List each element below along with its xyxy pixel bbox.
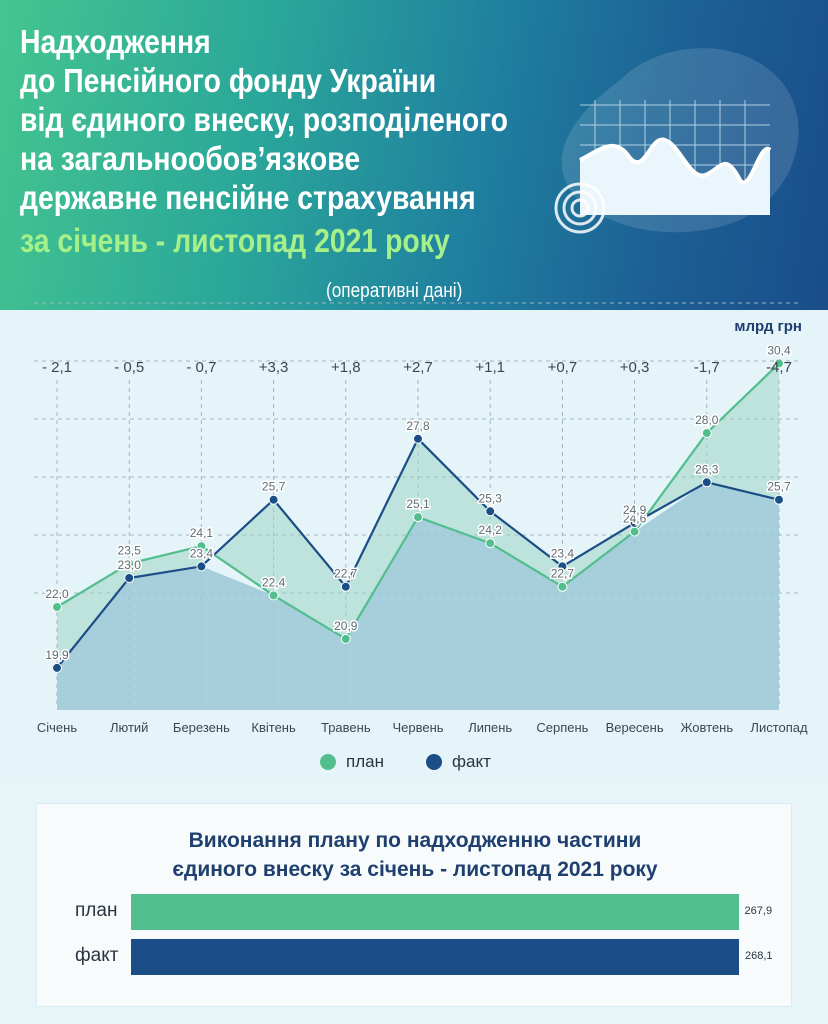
point-plan: [629, 526, 640, 537]
data-label-fact: 19,9: [45, 648, 69, 662]
data-label-plan: 28,0: [695, 413, 719, 427]
point-fact: [196, 561, 207, 572]
point-fact: [774, 494, 784, 505]
data-label-fact: 23,4: [190, 546, 214, 560]
execution-bar-label: план: [75, 900, 118, 921]
data-label-fact: 25,3: [479, 491, 503, 505]
legend-plan-label: план: [346, 752, 384, 771]
x-tick-label: Березень: [173, 720, 230, 735]
x-tick-label: Липень: [468, 720, 512, 735]
point-fact: [413, 433, 423, 444]
legend-plan-marker-icon: [320, 754, 336, 770]
execution-bar-fact: [131, 939, 739, 975]
difference-label: +1,8: [331, 359, 361, 376]
point-fact: [485, 506, 496, 517]
x-tick-label: Жовтень: [680, 720, 733, 735]
data-label-plan: 22,7: [551, 567, 575, 581]
data-label-plan: 24,2: [479, 523, 503, 537]
point-plan: [701, 428, 712, 438]
data-label-plan: 20,9: [334, 619, 358, 633]
point-plan: [52, 602, 62, 612]
data-label-plan: 23,5: [118, 544, 142, 558]
x-tick-label: Серпень: [536, 720, 588, 735]
legend-fact-label: факт: [452, 752, 491, 771]
difference-label: +2,7: [403, 359, 433, 376]
execution-bar-label: факт: [75, 945, 119, 966]
data-label-fact: 23,4: [551, 546, 575, 560]
line-chart: 22,0 23,5 24,1 22,4 20,9 25,1 24,2 22,7 24,6 28,0…: [34, 302, 808, 735]
point-fact: [268, 494, 279, 505]
operative-data-note: (оперативні дані): [326, 280, 463, 302]
data-label-plan: 24,1: [190, 526, 214, 540]
execution-bar-value: 268,1: [745, 950, 773, 962]
execution-bar-value: 267,9: [744, 905, 773, 917]
difference-label: +1,1: [475, 359, 505, 376]
data-label-fact: 25,7: [262, 480, 286, 494]
point-plan: [340, 633, 351, 644]
execution-title-line: єдиного внеску за січень - листопад 2021…: [172, 858, 658, 881]
data-label-fact: 22,7: [334, 567, 358, 581]
point-plan: [774, 358, 784, 369]
point-fact: [557, 561, 568, 572]
data-label-plan: 24,6: [623, 512, 647, 526]
data-label-fact: 24,9: [623, 503, 647, 517]
legend-item-fact: факт: [426, 752, 491, 772]
point-plan: [557, 581, 568, 592]
difference-label: +0,3: [620, 359, 650, 376]
point-fact: [629, 517, 640, 528]
execution-title-line: Виконання плану по надходженню частини: [188, 829, 642, 852]
page-title: Надходження до Пенсійного фонду України …: [20, 22, 509, 217]
data-label-plan: 22,4: [262, 575, 286, 589]
point-fact: [52, 662, 62, 673]
base-area: [57, 482, 779, 710]
data-label-plan: 25,1: [406, 497, 430, 511]
legend-item-plan: план: [320, 752, 384, 772]
x-tick-label: Листопад: [750, 720, 808, 735]
x-tick-label: Вересень: [606, 720, 664, 735]
title-line: до Пенсійного фонду України: [20, 62, 437, 99]
x-tick-label: Червень: [392, 720, 443, 735]
x-tick-label: Квітень: [251, 720, 296, 735]
execution-bar-plan: [131, 894, 739, 930]
x-tick-label: Лютий: [110, 720, 148, 735]
chart-legend: план факт: [0, 748, 828, 778]
execution-row-fact: факт 268,1: [37, 939, 793, 977]
point-plan: [485, 538, 496, 549]
point-plan: [268, 590, 279, 601]
plan-execution-panel: Виконання плану по надходженню частини є…: [36, 803, 792, 1007]
data-label-plan: 22,0: [45, 587, 69, 601]
execution-title: Виконання плану по надходженню частини є…: [37, 826, 793, 884]
period-subtitle: за січень - листопад 2021 року: [20, 222, 450, 259]
point-plan: [413, 512, 423, 523]
difference-label: -4,7: [766, 359, 792, 376]
difference-label: - 2,1: [42, 359, 72, 376]
header-banner: Надходження до Пенсійного фонду України …: [0, 0, 828, 310]
x-tick-label: Травень: [321, 720, 371, 735]
point-fact: [124, 573, 135, 583]
difference-label: +3,3: [259, 359, 289, 376]
data-label-fact: 27,8: [406, 419, 430, 433]
unit-label: млрд грн: [734, 318, 802, 335]
point-fact: [340, 581, 351, 592]
title-line: Надходження: [20, 23, 211, 60]
data-label-fact: 25,7: [767, 480, 791, 494]
data-label-plan: 30,4: [767, 343, 791, 357]
point-plan: [124, 558, 135, 569]
legend-fact-marker-icon: [426, 754, 442, 770]
point-plan: [196, 541, 207, 552]
title-line: на загальнообов’язкове: [20, 140, 361, 177]
difference-label: - 0,7: [186, 359, 216, 376]
data-label-fact: 26,3: [695, 462, 719, 476]
execution-row-plan: план 267,9: [37, 894, 793, 932]
chart-illustration-icon: [554, 48, 799, 234]
title-line: державне пенсійне страхування: [20, 179, 476, 216]
difference-label: +0,7: [548, 359, 578, 376]
point-fact: [701, 477, 712, 488]
x-tick-label: Січень: [37, 720, 77, 735]
title-line: від єдиного внеску, розподіленого: [20, 101, 509, 138]
difference-label: -1,7: [694, 359, 720, 376]
data-label-fact: 23,0: [118, 558, 142, 572]
difference-label: - 0,5: [114, 359, 144, 376]
